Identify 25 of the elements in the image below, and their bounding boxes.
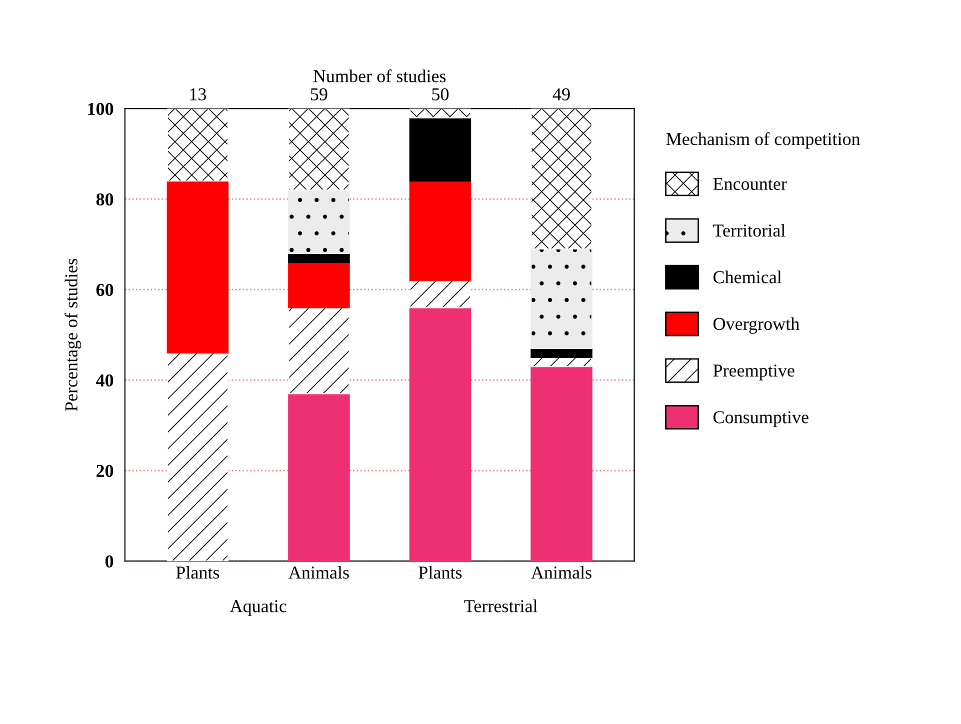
text: 59 [310,88,328,100]
text: Number of studies [313,69,446,82]
x-tick-label: Animals [288,566,349,579]
legend-label: Chemical [713,270,782,284]
text: Terrestrial [464,600,538,612]
legend-label: Preemptive [713,364,794,380]
y-tick-label: 20 [96,464,114,478]
legend-title: Mechanism of competition [666,132,860,149]
x-tick-label: Animals [531,566,592,579]
y-tick-label: 40 [96,374,114,387]
legend-label: Overgrowth [713,317,800,334]
legend-label: Consumptive [713,411,808,428]
x-tick-label: Plants [176,566,220,579]
text: 49 [552,88,570,100]
y-tick-label: 0 [105,555,114,568]
y-tick-label: 60 [96,284,114,296]
text: 13 [190,88,206,100]
text: Aquatic [230,600,286,616]
x-tick-label: Plants [418,566,462,579]
text: 50 [432,88,449,100]
y-axis-title: Percentage of studies [64,258,82,412]
legend-label: Territorial [713,224,786,237]
y-tick-label: 80 [96,193,114,206]
y-tick-label: 100 [88,102,114,116]
legend-label: Encounter [713,178,787,190]
